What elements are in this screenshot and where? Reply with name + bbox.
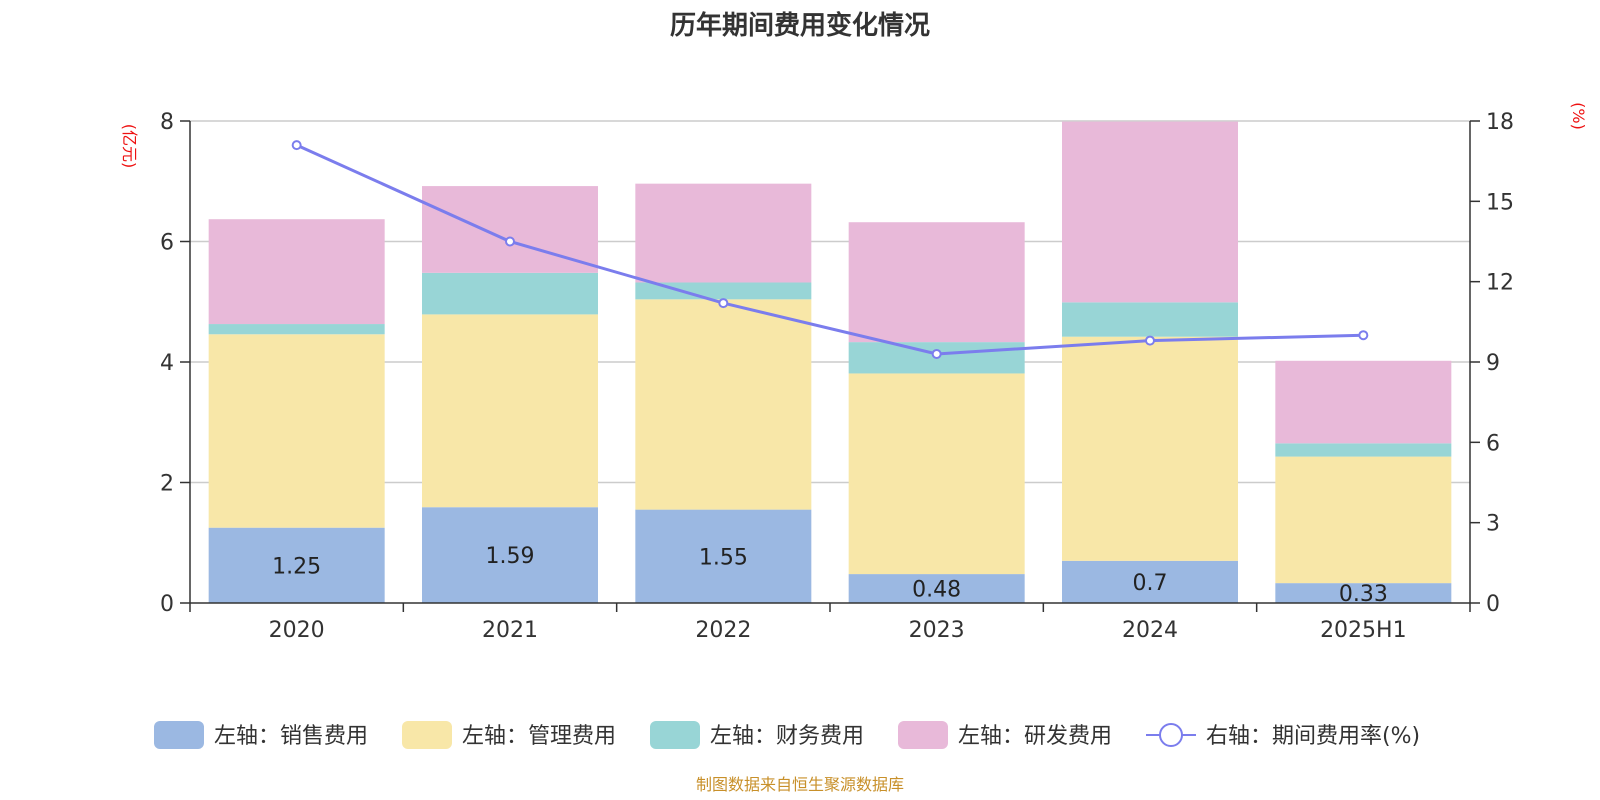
right-axis-tick-label: 9 xyxy=(1486,351,1500,376)
axes: 0 2 4 6 8 0 3 6 9 12 15 18 2020 2021 2022 2023 2024 2025H… xyxy=(160,110,1514,643)
left-axis-tick-label: 6 xyxy=(160,231,174,256)
legend-marker xyxy=(1159,723,1183,747)
bar-data-label: 0.7 xyxy=(1133,571,1168,596)
x-axis-tick-label: 2022 xyxy=(695,618,751,643)
x-axis-tick-label: 2021 xyxy=(482,618,538,643)
legend-label: 左轴：管理费用 xyxy=(462,724,616,749)
bar-segment xyxy=(1062,302,1238,337)
rate-line xyxy=(296,143,1364,356)
x-axis-tick-label: 2025H1 xyxy=(1320,618,1407,643)
bar-segment xyxy=(848,222,1025,343)
bar-segment xyxy=(848,574,1025,603)
bar-segment xyxy=(422,314,598,508)
bar-segment xyxy=(635,299,812,510)
legend-swatch xyxy=(898,721,948,749)
rate-point xyxy=(291,140,302,151)
bar-segment xyxy=(1062,336,1238,561)
rate-point xyxy=(1145,335,1155,346)
bar-segment xyxy=(848,373,1025,575)
bar-segment xyxy=(635,509,812,603)
x-axis-tick-label: 2020 xyxy=(269,618,325,643)
line-series xyxy=(291,140,1369,359)
rate-point xyxy=(505,236,515,247)
legend-swatch xyxy=(402,721,452,749)
bar-data-label: 0.48 xyxy=(912,578,961,603)
x-axis-tick-label: 2024 xyxy=(1122,618,1178,643)
rate-point xyxy=(718,298,729,309)
left-axis-tick-label: 4 xyxy=(160,351,174,376)
right-axis-tick-label: 3 xyxy=(1486,512,1500,537)
legend-label: 右轴：期间费用率(%) xyxy=(1206,724,1420,749)
left-axis-unit-label: (亿元) xyxy=(120,124,139,169)
legend-swatch xyxy=(154,721,204,749)
legend-label: 左轴：销售费用 xyxy=(214,724,368,749)
legend-swatch xyxy=(650,721,700,749)
source-note: 制图数据来自恒生聚源数据库 xyxy=(696,775,904,794)
bar-segment xyxy=(1062,560,1238,603)
legend-label: 左轴：财务费用 xyxy=(710,724,864,749)
right-axis-tick-label: 18 xyxy=(1486,110,1514,135)
bar-segment xyxy=(1062,121,1238,303)
rate-point xyxy=(1358,330,1369,341)
bar-segment xyxy=(208,527,385,603)
bar-data-label: 1.25 xyxy=(272,554,321,579)
bar-data-label: 1.55 xyxy=(699,545,748,570)
right-axis-tick-label: 6 xyxy=(1486,431,1500,456)
bar-segment xyxy=(422,507,598,603)
bar-segment xyxy=(1275,456,1452,584)
gridlines xyxy=(190,120,1470,484)
bar-data-label: 0.33 xyxy=(1339,582,1388,607)
right-axis-tick-label: 0 xyxy=(1486,592,1500,617)
right-axis-tick-label: 12 xyxy=(1486,271,1514,296)
bar-segment xyxy=(208,219,385,325)
right-axis-unit-label: (%) xyxy=(1569,102,1588,130)
legend-label: 左轴：研发费用 xyxy=(958,724,1112,749)
bar-data-label: 1.59 xyxy=(486,544,535,569)
x-axis-tick-label: 2023 xyxy=(909,618,965,643)
chart-title: 历年期间费用变化情况 xyxy=(670,10,930,41)
bar-segment xyxy=(422,272,598,315)
bar-series xyxy=(208,121,1452,603)
bar-segment xyxy=(635,183,812,283)
bar-segment xyxy=(208,324,385,335)
bar-segment xyxy=(1275,443,1452,457)
data-labels: 1.25 1.59 1.55 0.48 0.7 0.33 xyxy=(272,544,1388,607)
bar-segment xyxy=(1275,360,1452,444)
bar-segment xyxy=(1275,583,1452,603)
bar-segment xyxy=(635,282,812,300)
rate-point xyxy=(931,348,942,359)
legend: 左轴：销售费用 左轴：管理费用 左轴：财务费用 左轴：研发费用 右轴：期间费用率(%) xyxy=(154,721,1420,749)
left-axis-tick-label: 2 xyxy=(160,472,174,497)
bar-segment xyxy=(208,334,385,528)
left-axis-tick-label: 8 xyxy=(160,110,174,135)
left-axis-tick-label: 0 xyxy=(160,592,174,617)
right-axis-tick-label: 15 xyxy=(1486,190,1514,215)
